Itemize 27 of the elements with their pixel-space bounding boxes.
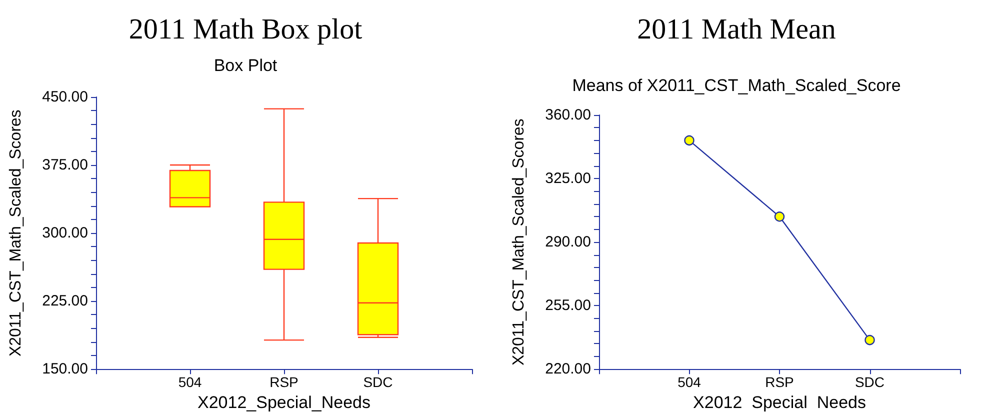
x-tick-label: RSP xyxy=(270,374,298,390)
chart-subtitle: Means of X2011_CST_Math_Scaled_Score xyxy=(572,76,901,95)
y-tick-label: 290.00 xyxy=(545,234,591,251)
chart-title: 2011 Math Mean xyxy=(637,14,836,46)
x-tick-label: 504 xyxy=(178,374,202,390)
x-axis-title: X2012_Special_Needs xyxy=(198,393,370,412)
y-tick-label: 300.00 xyxy=(42,224,88,242)
point xyxy=(684,135,694,146)
x-tick-label: SDC xyxy=(363,374,393,390)
y-axis-title: X2011_CST_Math_Scaled_Scores xyxy=(510,118,528,366)
chart-title: 2011 Math Box plot xyxy=(128,14,362,46)
y-tick-label: 325.00 xyxy=(545,170,591,188)
point xyxy=(774,212,785,222)
chart-subtitle: Box Plot xyxy=(214,56,278,75)
x-tick-label: 504 xyxy=(678,374,702,390)
y-tick-label: 225.00 xyxy=(42,292,88,310)
y-axis-title: X2011_CST_Math_Scaled_Scores xyxy=(8,110,24,357)
x-tick-label: RSP xyxy=(765,374,794,390)
y-tick-label: 150.00 xyxy=(42,360,88,378)
x-tick-label: SDC xyxy=(854,374,885,390)
y-tick-label: 360.00 xyxy=(545,106,591,124)
y-tick-label: 255.00 xyxy=(545,297,591,314)
point xyxy=(864,334,875,346)
x-axis-title: X2012 Special Needs xyxy=(693,393,866,412)
y-tick-label: 375.00 xyxy=(42,156,88,174)
y-tick-label: 450.00 xyxy=(42,88,88,106)
y-tick-label: 220.00 xyxy=(545,360,591,378)
